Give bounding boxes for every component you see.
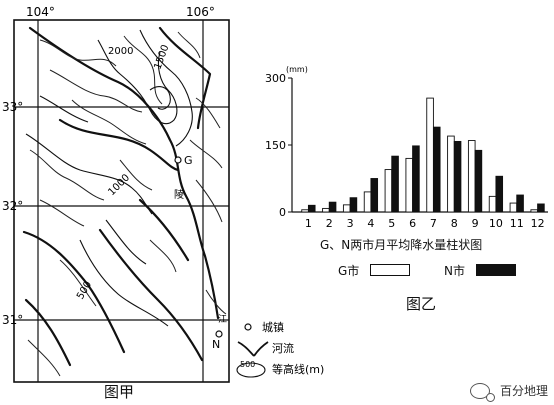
bar-n-city bbox=[412, 145, 420, 213]
bars bbox=[301, 97, 545, 213]
lon-label-106: 106° bbox=[186, 5, 215, 19]
contour-label-2000: 2000 bbox=[108, 46, 133, 57]
river-label-ling: 陵 bbox=[174, 189, 184, 201]
bar-n-city bbox=[495, 175, 504, 213]
legend-town-label: 城镇 bbox=[262, 320, 284, 334]
bar-n-city bbox=[328, 201, 337, 213]
x-tick-label: 7 bbox=[430, 217, 437, 230]
main-rivers bbox=[22, 26, 220, 367]
lat-label-31: 31° bbox=[2, 313, 23, 327]
y-unit-label: (mm) bbox=[286, 65, 308, 74]
legend-n-swatch bbox=[476, 264, 516, 276]
bar-n-city bbox=[391, 155, 399, 213]
legend-n-label: N市 bbox=[444, 264, 465, 278]
map-grid bbox=[14, 20, 229, 382]
tributaries bbox=[27, 31, 227, 377]
legend-river-icon bbox=[237, 341, 269, 357]
map-frame bbox=[13, 19, 230, 383]
town-g-label: G bbox=[184, 154, 193, 167]
bar-g-city bbox=[530, 209, 539, 213]
legend-contour-icon bbox=[236, 362, 266, 378]
x-axis: 1 2 3 4 5 6 7 8 9 10 11 12 bbox=[292, 211, 548, 230]
bar-n-city bbox=[516, 194, 524, 213]
lon-label-104: 104° bbox=[26, 5, 55, 19]
bar-g-city bbox=[363, 191, 372, 213]
bar-n-city bbox=[537, 203, 545, 213]
lat-label-33: 33° bbox=[2, 100, 23, 114]
chart-title: G、N两市月平均降水量柱状图 bbox=[320, 238, 483, 252]
x-tick-label: 12 bbox=[531, 217, 545, 230]
bar-g-city bbox=[322, 207, 330, 213]
y-tick-label: 300 bbox=[265, 72, 286, 85]
x-tick-label: 8 bbox=[451, 217, 458, 230]
bar-g-city bbox=[467, 140, 476, 213]
bar-g-city bbox=[426, 97, 434, 213]
bar-n-city bbox=[370, 178, 379, 213]
bar-g-city bbox=[488, 195, 497, 213]
x-tick-label: 2 bbox=[326, 217, 333, 230]
y-axis: 0 150 300 bbox=[265, 72, 293, 219]
x-tick-label: 3 bbox=[347, 217, 354, 230]
x-tick-label: 10 bbox=[489, 217, 503, 230]
chart-caption: 图乙 bbox=[406, 295, 437, 313]
bar-n-city bbox=[432, 126, 441, 213]
x-tick-label: 6 bbox=[409, 217, 416, 230]
bar-g-city bbox=[384, 169, 393, 213]
watermark-text: 百分地理 bbox=[499, 384, 548, 398]
town-n-label: N bbox=[212, 338, 220, 351]
legend-contour-value: 500 bbox=[240, 360, 255, 369]
y-tick-label: 150 bbox=[265, 139, 286, 152]
y-tick-label: 0 bbox=[279, 206, 286, 219]
bar-n-city bbox=[349, 197, 358, 213]
town-n-marker bbox=[215, 330, 223, 338]
x-tick-label: 4 bbox=[367, 217, 374, 230]
bar-g-city bbox=[342, 204, 351, 213]
bar-g-city bbox=[301, 209, 309, 213]
contour-lines bbox=[25, 29, 193, 327]
x-tick-label: 1 bbox=[305, 217, 312, 230]
legend-town-icon bbox=[244, 323, 252, 331]
bar-g-city bbox=[509, 202, 518, 213]
x-tick-label: 5 bbox=[388, 217, 395, 230]
legend-contour-label: 等高线(m) bbox=[272, 362, 324, 376]
bar-n-city bbox=[307, 204, 316, 213]
map-caption: 图甲 bbox=[104, 383, 135, 401]
legend-g-label: G市 bbox=[338, 264, 360, 278]
legend-river-label: 河流 bbox=[272, 341, 294, 355]
bar-g-city bbox=[405, 157, 414, 213]
watermark: 百分地理 bbox=[469, 382, 548, 402]
x-tick-label: 11 bbox=[510, 217, 524, 230]
lat-label-32: 32° bbox=[2, 199, 23, 213]
bar-g-city bbox=[447, 135, 455, 213]
river-label-jiang: 江 bbox=[218, 314, 227, 325]
town-g-marker bbox=[174, 156, 182, 164]
bar-n-city bbox=[474, 149, 483, 213]
x-tick-label: 9 bbox=[472, 217, 479, 230]
bar-n-city bbox=[453, 140, 462, 213]
wechat-icon bbox=[469, 382, 495, 402]
legend-g-swatch bbox=[370, 264, 410, 276]
